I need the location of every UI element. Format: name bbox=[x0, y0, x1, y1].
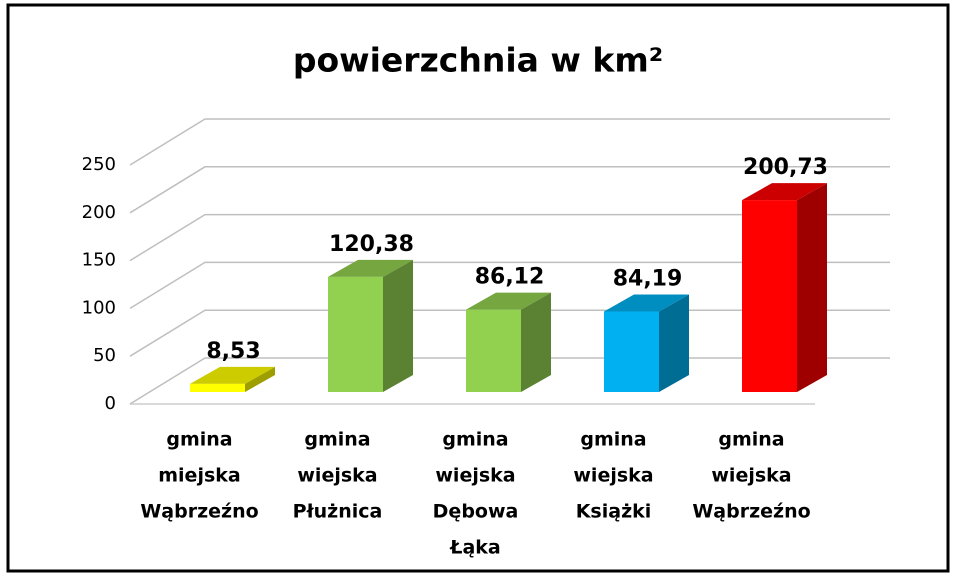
x-tick-label: Książki bbox=[576, 501, 652, 523]
y-tick-label: 0 bbox=[105, 393, 116, 414]
value-label: 86,12 bbox=[475, 265, 545, 290]
x-tick-label: Wąbrzeźno bbox=[140, 501, 258, 523]
x-tick-label: Łąka bbox=[449, 537, 500, 559]
bar bbox=[190, 366, 275, 392]
y-tick-label: 200 bbox=[82, 202, 116, 223]
bar-top bbox=[466, 292, 551, 310]
x-tick-label: wiejska bbox=[711, 465, 791, 487]
y-tick-label: 150 bbox=[82, 250, 116, 271]
value-label: 8,53 bbox=[206, 339, 260, 364]
x-tick-label: gmina bbox=[442, 429, 508, 451]
y-tick-label: 250 bbox=[82, 154, 116, 175]
value-label: 120,38 bbox=[329, 232, 414, 257]
bar-top bbox=[742, 183, 827, 201]
grid-line bbox=[129, 213, 890, 262]
bar-top bbox=[190, 366, 275, 384]
bar-front bbox=[604, 311, 659, 392]
bar-front bbox=[742, 200, 797, 392]
x-tick-label: wiejska bbox=[297, 465, 377, 487]
bar-front bbox=[466, 309, 521, 392]
x-tick-label: wiejska bbox=[573, 465, 653, 487]
bar-front bbox=[328, 276, 383, 392]
chart-title: powierzchnia w km² bbox=[293, 41, 663, 80]
x-tick-label: miejska bbox=[158, 465, 240, 487]
y-tick-label: 50 bbox=[93, 345, 116, 366]
value-label: 200,73 bbox=[743, 155, 828, 180]
x-tick-label: gmina bbox=[580, 429, 646, 451]
x-tick-label: Dębowa bbox=[433, 501, 519, 523]
bar-top bbox=[328, 259, 413, 277]
bar-side bbox=[383, 259, 413, 392]
x-tick-label: gmina bbox=[718, 429, 784, 451]
grid-line bbox=[129, 166, 890, 214]
x-tick-label: Wąbrzeźno bbox=[692, 501, 810, 523]
bar bbox=[604, 294, 689, 392]
bar-side bbox=[797, 183, 827, 392]
bar-side bbox=[659, 294, 689, 392]
bar bbox=[328, 259, 413, 392]
x-tick-label: Płużnica bbox=[293, 501, 383, 523]
x-tick-label: gmina bbox=[304, 429, 370, 451]
bar-side bbox=[245, 366, 275, 392]
x-tick-label: wiejska bbox=[435, 465, 515, 487]
bar-front bbox=[190, 383, 245, 392]
y-tick-label: 100 bbox=[82, 297, 116, 318]
bar bbox=[742, 183, 827, 392]
bar-top bbox=[604, 294, 689, 312]
grid-line bbox=[129, 118, 890, 166]
bar-side bbox=[521, 292, 551, 392]
grid-line bbox=[129, 261, 890, 310]
value-label: 84,19 bbox=[613, 267, 683, 292]
bar bbox=[466, 292, 551, 392]
x-tick-label: gmina bbox=[166, 429, 232, 451]
